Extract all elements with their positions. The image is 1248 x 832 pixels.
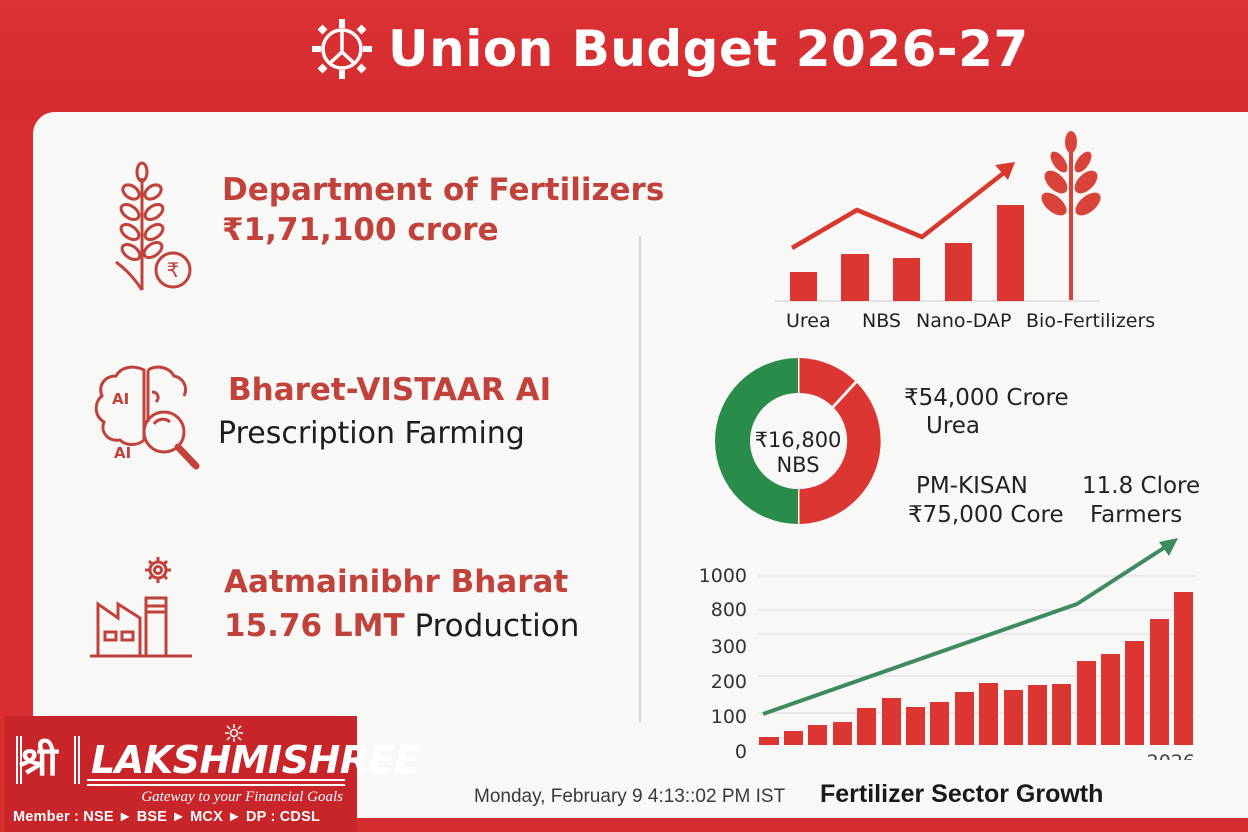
production-label: Production [414,608,580,644]
production-line: 15.76 LMT Production [224,604,579,648]
cat-label-bio: Bio-Fertilizers [1026,310,1156,332]
farmers-callout: 11.8 Clore Farmers [1082,472,1200,530]
cat-label-nbs: NBS [862,310,901,332]
logo-brand: LAKSHMISHREE [91,738,420,782]
factory-gear-icon [90,557,192,658]
y-tick-100: 100 [710,706,747,728]
ai-brain-magnifier-icon: AI AI [94,365,200,470]
svg-text:AI: AI [114,444,131,462]
logo-tagline: Gateway to your Financial Goals [141,789,343,805]
urea-callout: ₹54,000 Crore Urea [904,384,1069,440]
trend-arrow-red [790,166,1012,250]
vistaar-ai-block: Bharet-VISTAAR AI Prescription Farming [218,368,552,456]
farmers-label: Farmers [1090,502,1183,528]
fertilizer-dept-title: Department of Fertilizers [222,172,665,208]
bar-nano-dap [945,243,972,301]
sun-icon [225,724,243,742]
page-header: Union Budget 2026-27 [310,14,1029,84]
y-tick-1000: 1000 [698,565,747,587]
cat-label-urea: Urea [786,310,831,332]
vistaar-ai-title: Bharet-VISTAAR AI [228,372,552,408]
logo-membership: Member : NSE ► BSE ► MCX ► DP : CDSL [13,809,320,825]
growth-chart-title: Fertilizer Sector Growth [820,780,1104,808]
gear-emblem-icon [312,19,372,79]
farmers-value: 11.8 Clore [1082,473,1201,499]
column-divider [639,236,641,722]
y-tick-200: 200 [710,671,747,693]
bar-nbs [841,254,869,301]
svg-text:AI: AI [112,390,129,408]
urea-label: Urea [926,413,981,439]
wheat-rupee-icon: ₹ [115,161,192,291]
svg-text:₹: ₹ [167,258,180,282]
y-tick-0: 0 [734,741,747,763]
pm-kisan-callout: PM-KISAN ₹75,000 Core [908,472,1064,530]
donut-center-value: ₹16,800 [754,428,842,452]
bottom-band [357,818,1248,832]
bar-urea [790,272,817,301]
bar-nbs-2 [893,258,920,301]
logo-shri: श्री [19,739,58,785]
y-tick-800: 800 [710,599,747,621]
donut-center-label: NBS [776,453,820,477]
urea-value: ₹54,000 Crore [904,385,1069,411]
wheat-stalk-icon [1041,131,1101,300]
pm-kisan-label: PM-KISAN [916,473,1028,499]
cat-label-nano-dap: Nano-DAP [916,310,1012,332]
bar-bio [997,205,1024,301]
timestamp: Monday, February 9 4:13::02 PM IST [474,786,786,807]
header-band [0,0,1248,120]
subsidy-donut-chart [715,358,881,524]
trend-arrow-green [762,542,1172,716]
fertilizer-dept-amount: ₹1,71,100 crore [222,212,499,248]
y-tick-300: 300 [710,636,747,658]
vistaar-ai-subtitle: Prescription Farming [218,416,525,451]
lakshmishree-logo: श्री LAKSHMISHREE Gateway to your Financ… [5,716,420,832]
fertilizer-dept-block: Department of Fertilizers ₹1,71,100 cror… [222,170,664,250]
logo-frame-lines [16,736,345,786]
page-title: Union Budget 2026-27 [388,20,1029,78]
donut-center: ₹16,800 NBS [748,428,848,478]
growth-bar-chart: 2026 [758,538,1195,760]
aatmanirbhar-block: Aatmainibhr Bharat 15.76 LMT Production [224,560,579,648]
production-value: 15.76 LMT [224,608,405,644]
svg-text:2026: 2026 [1147,751,1195,760]
pm-kisan-value: ₹75,000 Core [908,502,1064,528]
aatmanirbhar-title: Aatmainibhr Bharat [224,564,569,600]
category-bar-chart [775,131,1101,302]
